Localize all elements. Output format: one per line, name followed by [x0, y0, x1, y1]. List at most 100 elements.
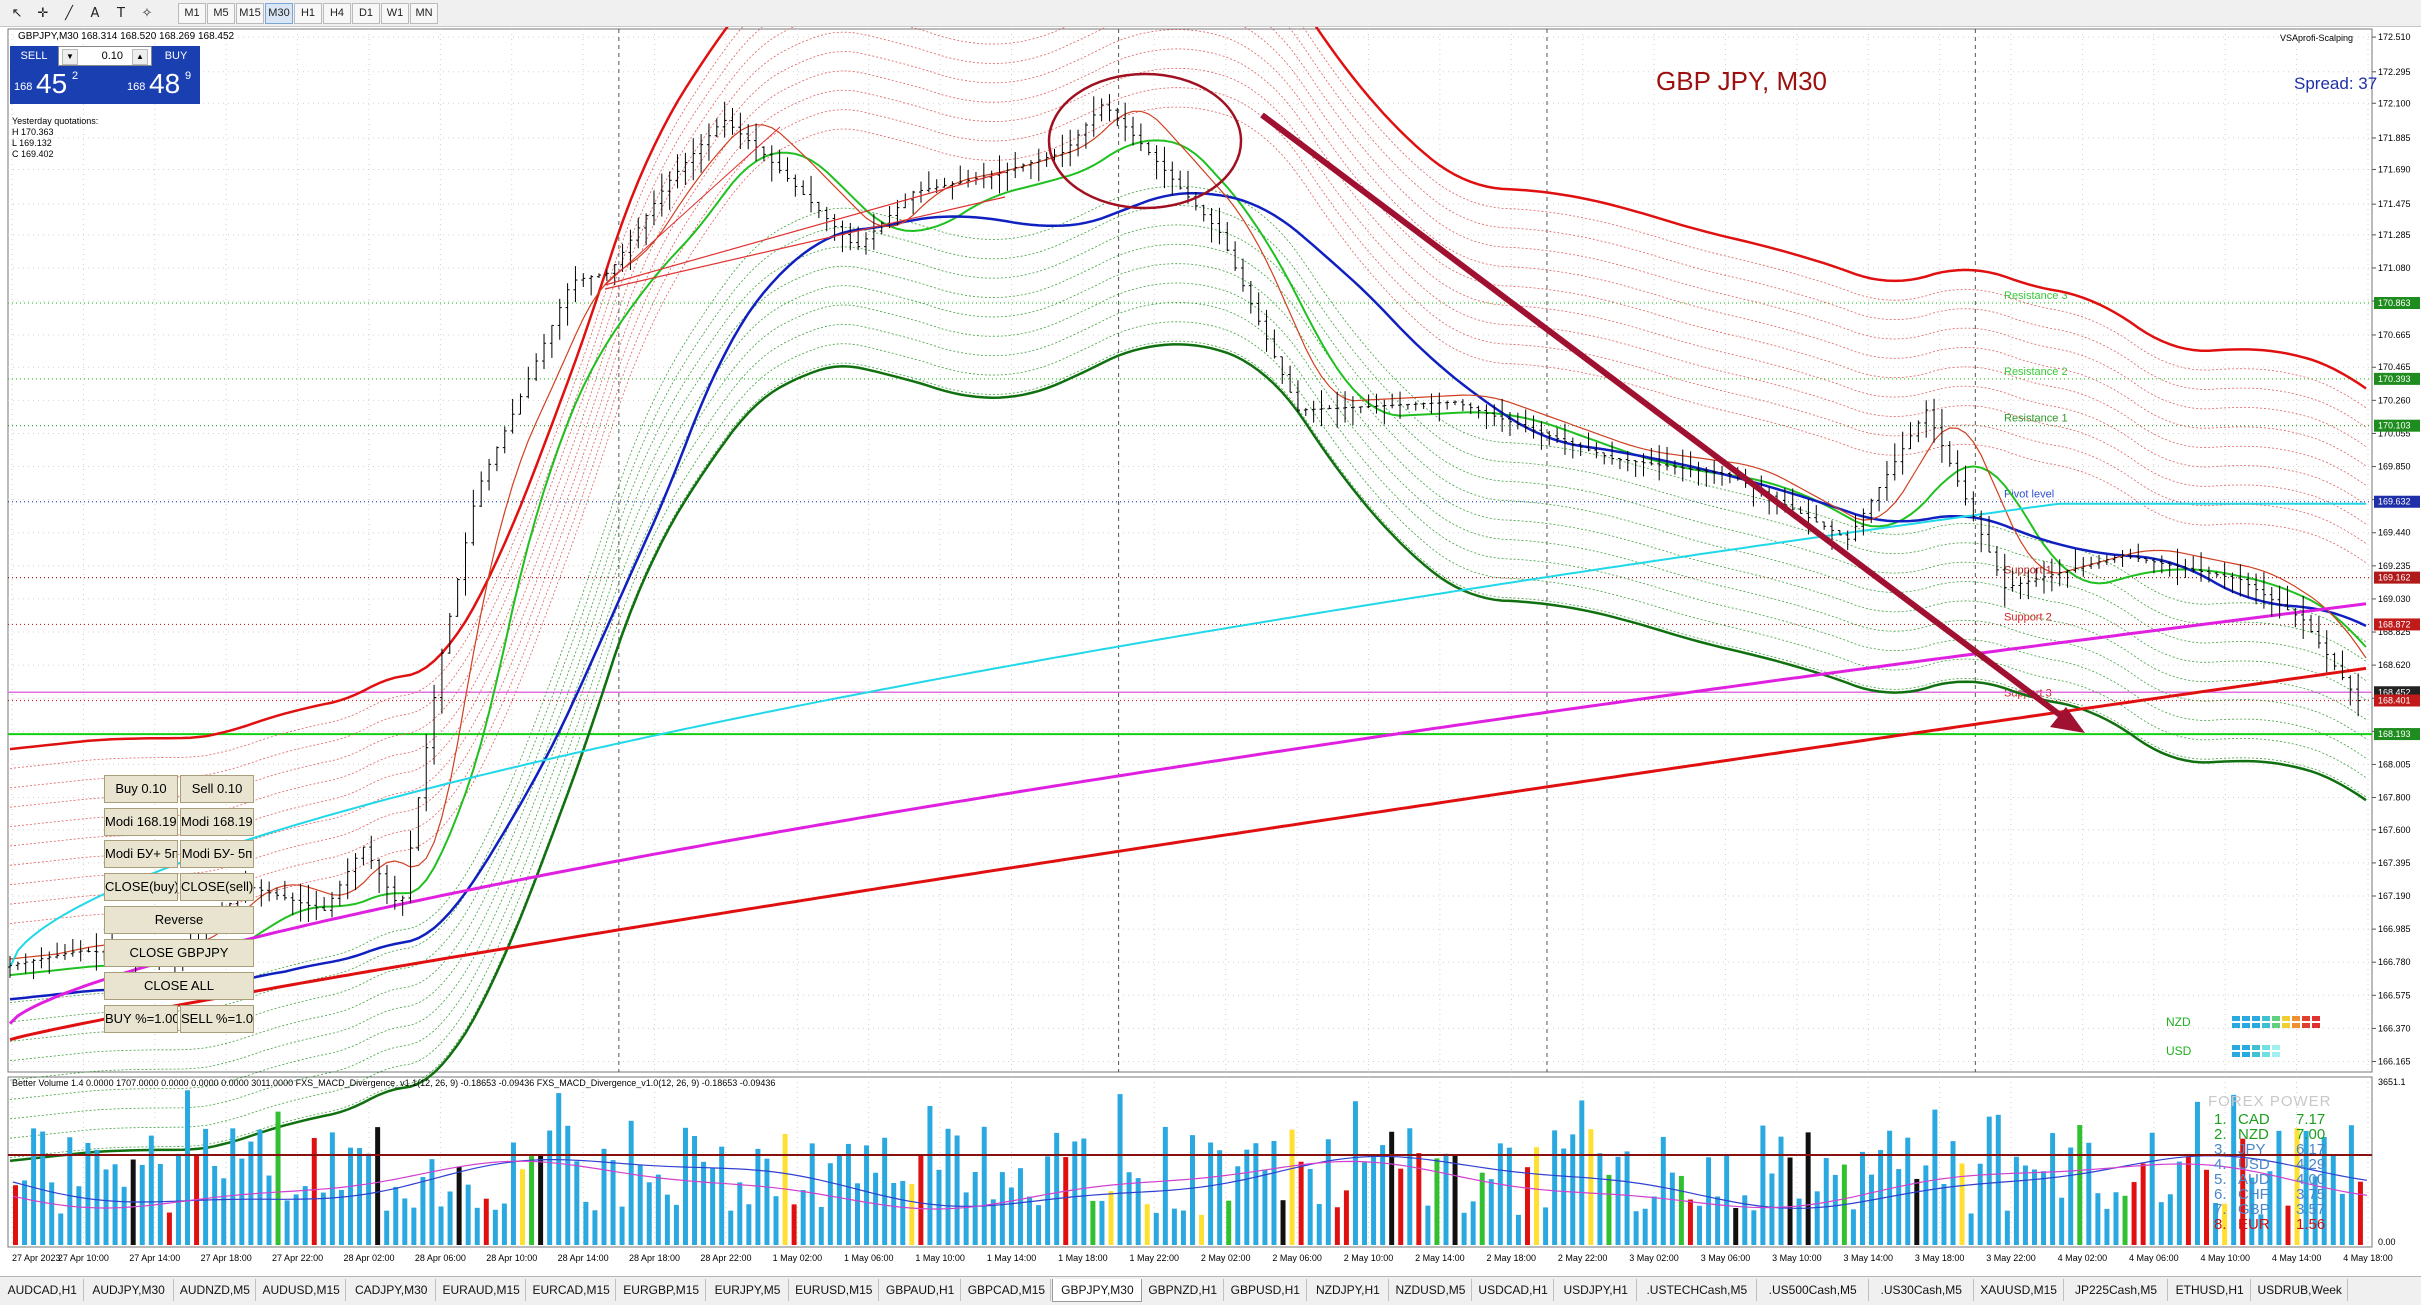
buy-button[interactable]: BUY: [152, 46, 200, 66]
text-icon[interactable]: A: [90, 6, 100, 21]
volume-bar: [873, 1172, 879, 1245]
price-axis-label: 166.370: [2378, 1023, 2411, 1033]
volume-bar: [483, 1198, 489, 1245]
volume-bar: [936, 1169, 942, 1245]
lot-decrease-icon[interactable]: ▼: [62, 49, 78, 65]
time-axis-label: 3 May 10:00: [1772, 1253, 1822, 1263]
strength-cell: [2252, 1016, 2260, 1021]
chart-tab[interactable]: GBPNZD,H1: [1142, 1279, 1224, 1301]
buy-percent-button[interactable]: BUY %=1.00: [104, 1005, 178, 1033]
volume-bar: [1805, 1132, 1811, 1245]
chart-tab[interactable]: AUDUSD,M15: [257, 1279, 347, 1301]
chart-tab[interactable]: EURJPY,M5: [707, 1279, 789, 1301]
price-chart[interactable]: 172.510 172.295 172.100 171.885 171.690 171.4…: [0, 27, 2421, 1276]
timeframe-d1-button[interactable]: D1: [352, 3, 380, 24]
timeframe-mn-button[interactable]: MN: [410, 3, 438, 24]
volume-bar: [67, 1137, 73, 1245]
volume-bar: [1316, 1204, 1322, 1245]
modify-buy-button[interactable]: Modi 168.193: [104, 808, 178, 836]
timeframe-m15-button[interactable]: M15: [236, 3, 264, 24]
volume-bar: [2276, 1130, 2282, 1245]
timeframe-m5-button[interactable]: M5: [207, 3, 235, 24]
buy-lot-button[interactable]: Buy 0.10: [104, 775, 178, 803]
reverse-button[interactable]: Reverse: [104, 906, 254, 934]
modify-sell-button[interactable]: Modi 168.193: [180, 808, 254, 836]
modify-breakeven-sell-button[interactable]: Modi БУ- 5п: [180, 840, 254, 868]
chart-tab[interactable]: .US500Cash,M5: [1758, 1279, 1869, 1301]
upper-band-line: [9, 27, 2367, 769]
volume-bar: [1787, 1157, 1793, 1245]
indicator-axis-label: 3651.1: [2378, 1077, 2406, 1087]
chart-tab[interactable]: USDJPY,H1: [1555, 1279, 1637, 1301]
buy-price-fraction: 9: [185, 70, 192, 82]
close-sell-button[interactable]: CLOSE(sell): [180, 873, 254, 901]
chart-tab[interactable]: EURUSD,M15: [790, 1279, 879, 1301]
chart-tab[interactable]: GBPJPY,M30: [1052, 1279, 1143, 1302]
crosshair-icon[interactable]: ✛: [37, 6, 49, 21]
chart-tab[interactable]: GBPAUD,H1: [880, 1279, 962, 1301]
chart-tab[interactable]: GBPCAD,M15: [962, 1279, 1052, 1301]
sell-lot-button[interactable]: Sell 0.10: [180, 775, 254, 803]
chart-tab[interactable]: GBPUSD,H1: [1225, 1279, 1307, 1301]
strength-cell: [2272, 1016, 2280, 1021]
chart-tab[interactable]: NZDUSD,M5: [1390, 1279, 1472, 1301]
sell-price-display[interactable]: 168 45 2: [10, 66, 105, 104]
volume-bar: [610, 1160, 616, 1245]
close-all-button[interactable]: CLOSE ALL: [104, 972, 254, 1000]
upper-band-line: [9, 87, 2367, 905]
volume-bar: [1950, 1141, 1956, 1245]
chart-tab[interactable]: .US30Cash,M5: [1870, 1279, 1974, 1301]
volume-bar: [855, 1183, 860, 1245]
volume-bar: [1362, 1162, 1368, 1245]
timeframe-h4-button[interactable]: H4: [323, 3, 351, 24]
chart-tab[interactable]: EURGBP,M15: [617, 1279, 707, 1301]
lot-increase-icon[interactable]: ▲: [132, 49, 148, 65]
cursor-icon[interactable]: ↖: [11, 6, 23, 21]
chart-tab[interactable]: AUDJPY,M30: [85, 1279, 174, 1301]
sell-button[interactable]: SELL: [10, 46, 58, 66]
pen-icon[interactable]: ╱: [65, 6, 73, 21]
chart-tab[interactable]: AUDNZD,M5: [175, 1279, 257, 1301]
chart-tab[interactable]: JP225Cash,M5: [2065, 1279, 2169, 1301]
volume-bar: [1398, 1168, 1404, 1245]
upper-band-line: [9, 67, 2367, 886]
shapes-icon[interactable]: ✧: [141, 6, 153, 21]
price-tag: [2374, 694, 2420, 707]
volume-bar: [1180, 1210, 1186, 1245]
chart-tab[interactable]: CADJPY,M30: [347, 1279, 437, 1301]
chart-tab[interactable]: .USTECHCash,M5: [1638, 1279, 1757, 1301]
chart-tab[interactable]: XAUUSD,M15: [1975, 1279, 2064, 1301]
chart-tab[interactable]: USDCAD,H1: [1473, 1279, 1555, 1301]
price-axis-label: 170.260: [2378, 395, 2411, 405]
buy-price-display[interactable]: 168 48 9: [105, 66, 200, 104]
volume-bar: [710, 1167, 716, 1245]
volume-bar: [2059, 1197, 2065, 1245]
chart-tab[interactable]: EURCAD,M15: [527, 1279, 617, 1301]
volume-bar: [429, 1159, 435, 1245]
chart-tab[interactable]: USDRUB,Week: [2252, 1279, 2349, 1301]
strength-cell: [2312, 1023, 2320, 1028]
lot-size-field[interactable]: ▼ 0.10 ▲: [58, 46, 152, 66]
timeframe-m1-button[interactable]: M1: [178, 3, 206, 24]
modify-breakeven-buy-button[interactable]: Modi БУ+ 5п: [104, 840, 178, 868]
close-symbol-button[interactable]: CLOSE GBPJPY: [104, 939, 254, 967]
chart-tab[interactable]: NZDJPY,H1: [1308, 1279, 1390, 1301]
chart-tab[interactable]: AUDCAD,H1: [2, 1279, 84, 1301]
volume-bar: [1389, 1131, 1395, 1245]
forex-power-row: 7. GBP 3.57: [2208, 1202, 2332, 1217]
volume-bar: [882, 1137, 888, 1245]
strength-cell: [2262, 1023, 2270, 1028]
label-icon[interactable]: T: [117, 6, 125, 21]
timeframe-h1-button[interactable]: H1: [294, 3, 322, 24]
time-axis-label: 1 May 02:00: [773, 1253, 823, 1263]
close-buy-button[interactable]: CLOSE(buy): [104, 873, 178, 901]
volume-bar: [2041, 1171, 2047, 1245]
price-axis-label: 172.100: [2378, 98, 2411, 108]
yesterday-quotations: Yesterday quotations: H 170.363 L 169.13…: [12, 116, 98, 160]
timeframe-m30-button[interactable]: M30: [265, 3, 293, 24]
time-axis-label: 28 Apr 10:00: [486, 1253, 537, 1263]
chart-tab[interactable]: EURAUD,M15: [437, 1279, 527, 1301]
timeframe-w1-button[interactable]: W1: [381, 3, 409, 24]
chart-tab[interactable]: ETHUSD,H1: [2169, 1279, 2251, 1301]
sell-percent-button[interactable]: SELL %=1.00: [180, 1005, 254, 1033]
